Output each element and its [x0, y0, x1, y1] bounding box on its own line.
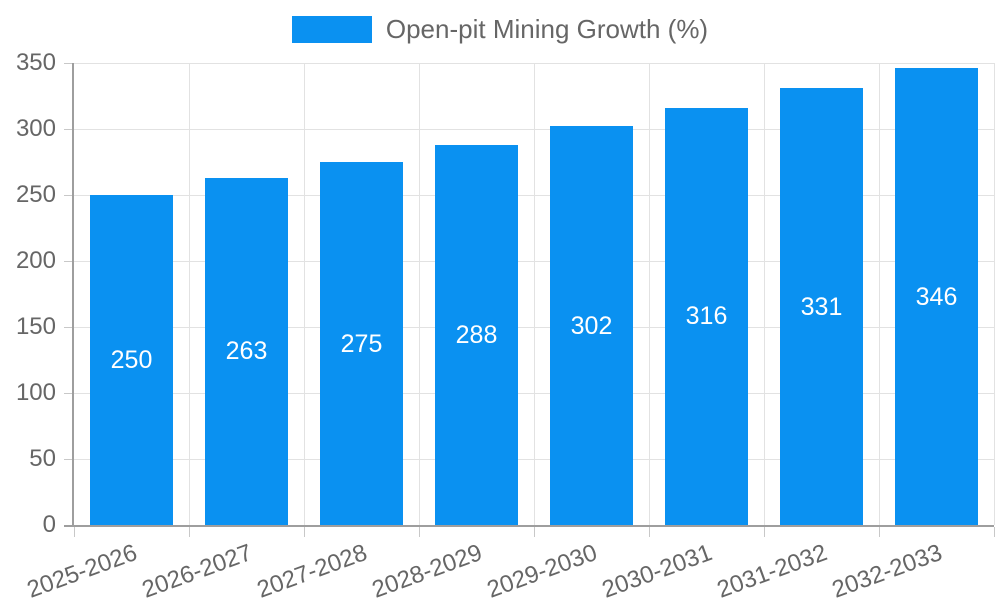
- x-axis-tick: [189, 527, 190, 537]
- chart-legend: Open-pit Mining Growth (%): [0, 16, 1000, 43]
- y-axis-tick: [64, 327, 74, 328]
- x-tick-label: 2025-2026: [23, 539, 141, 600]
- x-axis-tick: [534, 527, 535, 537]
- bar-value-label: 331: [800, 292, 843, 321]
- x-tick-label: 2027-2028: [253, 539, 371, 600]
- y-axis-tick: [64, 63, 74, 64]
- bar[interactable]: [895, 68, 978, 525]
- bar-value-label: 263: [225, 337, 268, 366]
- x-axis-tick: [994, 527, 995, 537]
- legend-item[interactable]: Open-pit Mining Growth (%): [291, 14, 709, 44]
- x-gridline: [534, 63, 535, 525]
- x-gridline: [879, 63, 880, 525]
- y-axis-tick: [64, 129, 74, 130]
- legend-label: Open-pit Mining Growth (%): [385, 14, 709, 44]
- x-tick-label: 2026-2027: [138, 539, 256, 600]
- x-gridline: [649, 63, 650, 525]
- bar[interactable]: [665, 107, 748, 525]
- y-tick-label: 300: [15, 115, 56, 142]
- y-axis-tick: [64, 261, 74, 262]
- y-tick-label: 100: [15, 379, 56, 406]
- y-axis-tick: [64, 195, 74, 196]
- bar-value-label: 302: [570, 311, 613, 340]
- x-gridline: [304, 63, 305, 525]
- bar-value-label: 250: [110, 346, 153, 374]
- x-gridline: [419, 63, 420, 525]
- y-tick-label: 150: [15, 313, 56, 340]
- x-tick-label: 2032-2033: [828, 539, 946, 600]
- bar[interactable]: [435, 144, 518, 525]
- x-tick-label: 2030-2031: [598, 539, 716, 600]
- bar-value-label: 275: [340, 329, 383, 358]
- x-axis-tick: [879, 527, 880, 537]
- x-gridline: [189, 63, 190, 525]
- x-gridline: [994, 63, 995, 525]
- x-axis-line: [64, 525, 994, 527]
- y-tick-label: 50: [29, 445, 56, 472]
- bar[interactable]: [205, 177, 288, 525]
- y-axis-tick: [64, 393, 74, 394]
- x-gridline: [764, 63, 765, 525]
- y-tick-label: 350: [15, 49, 56, 76]
- bar-value-label: 346: [915, 282, 958, 311]
- x-axis-tick: [419, 527, 420, 537]
- y-tick-label: 200: [15, 247, 56, 274]
- x-axis-tick: [649, 527, 650, 537]
- y-axis-line: [72, 63, 74, 527]
- x-tick-label: 2029-2030: [483, 539, 601, 600]
- x-tick-label: 2028-2029: [368, 539, 486, 600]
- x-axis-tick: [764, 527, 765, 537]
- y-tick-label: 250: [15, 181, 56, 208]
- y-axis-tick: [64, 459, 74, 460]
- bar[interactable]: [550, 126, 633, 525]
- bar[interactable]: [320, 162, 403, 525]
- bar[interactable]: [780, 88, 863, 525]
- legend-swatch: [291, 16, 372, 43]
- x-axis-tick: [304, 527, 305, 537]
- x-tick-label: 2031-2032: [713, 539, 831, 600]
- bar-value-label: 316: [685, 302, 728, 331]
- x-axis-tick: [74, 527, 75, 537]
- bar-value-label: 288: [455, 320, 498, 349]
- bar[interactable]: [90, 195, 173, 525]
- y-tick-label: 0: [42, 511, 56, 538]
